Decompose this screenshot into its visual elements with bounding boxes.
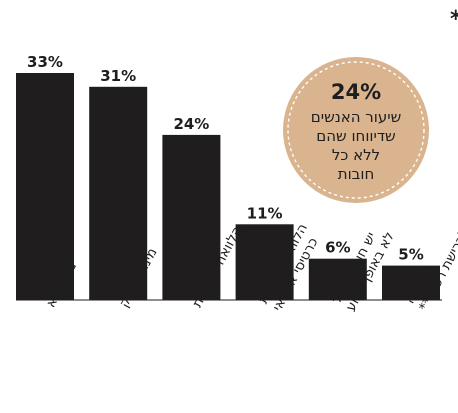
value-label-5: 5%: [398, 246, 423, 264]
bar-5: [382, 265, 440, 300]
value-label-1: 31%: [100, 67, 136, 85]
callout-badge: 24% שיעור האנשים שדיווחו שהם ללא כל חובו…: [283, 57, 429, 203]
callout-dashed-ring: [287, 61, 425, 199]
value-label-2: 24%: [173, 115, 209, 133]
value-labels-layer: 33% 31% 24% 11% 6% 5%: [27, 53, 424, 264]
callout-line-3: ללא כל: [332, 146, 380, 164]
callout-line-4: חובות: [338, 165, 375, 183]
callout-circle: [283, 57, 429, 203]
bar-4: [308, 258, 367, 300]
callout-value: 24%: [331, 80, 381, 104]
bar-3: [235, 224, 294, 300]
value-label-4: 6%: [325, 239, 350, 257]
bar-0: [16, 73, 74, 300]
bar-1: [89, 86, 148, 300]
bars-layer: [16, 73, 440, 300]
bar-2: [162, 134, 221, 300]
value-label-0: 33%: [27, 53, 63, 71]
callout-line-2: שדיווחו שהם: [316, 127, 395, 145]
value-label-3: 11%: [247, 204, 283, 222]
callout-line-1: שיעור האנשים: [311, 108, 401, 126]
chart-title: האם יש לך חובות באופן קבוע?*: [450, 7, 458, 32]
